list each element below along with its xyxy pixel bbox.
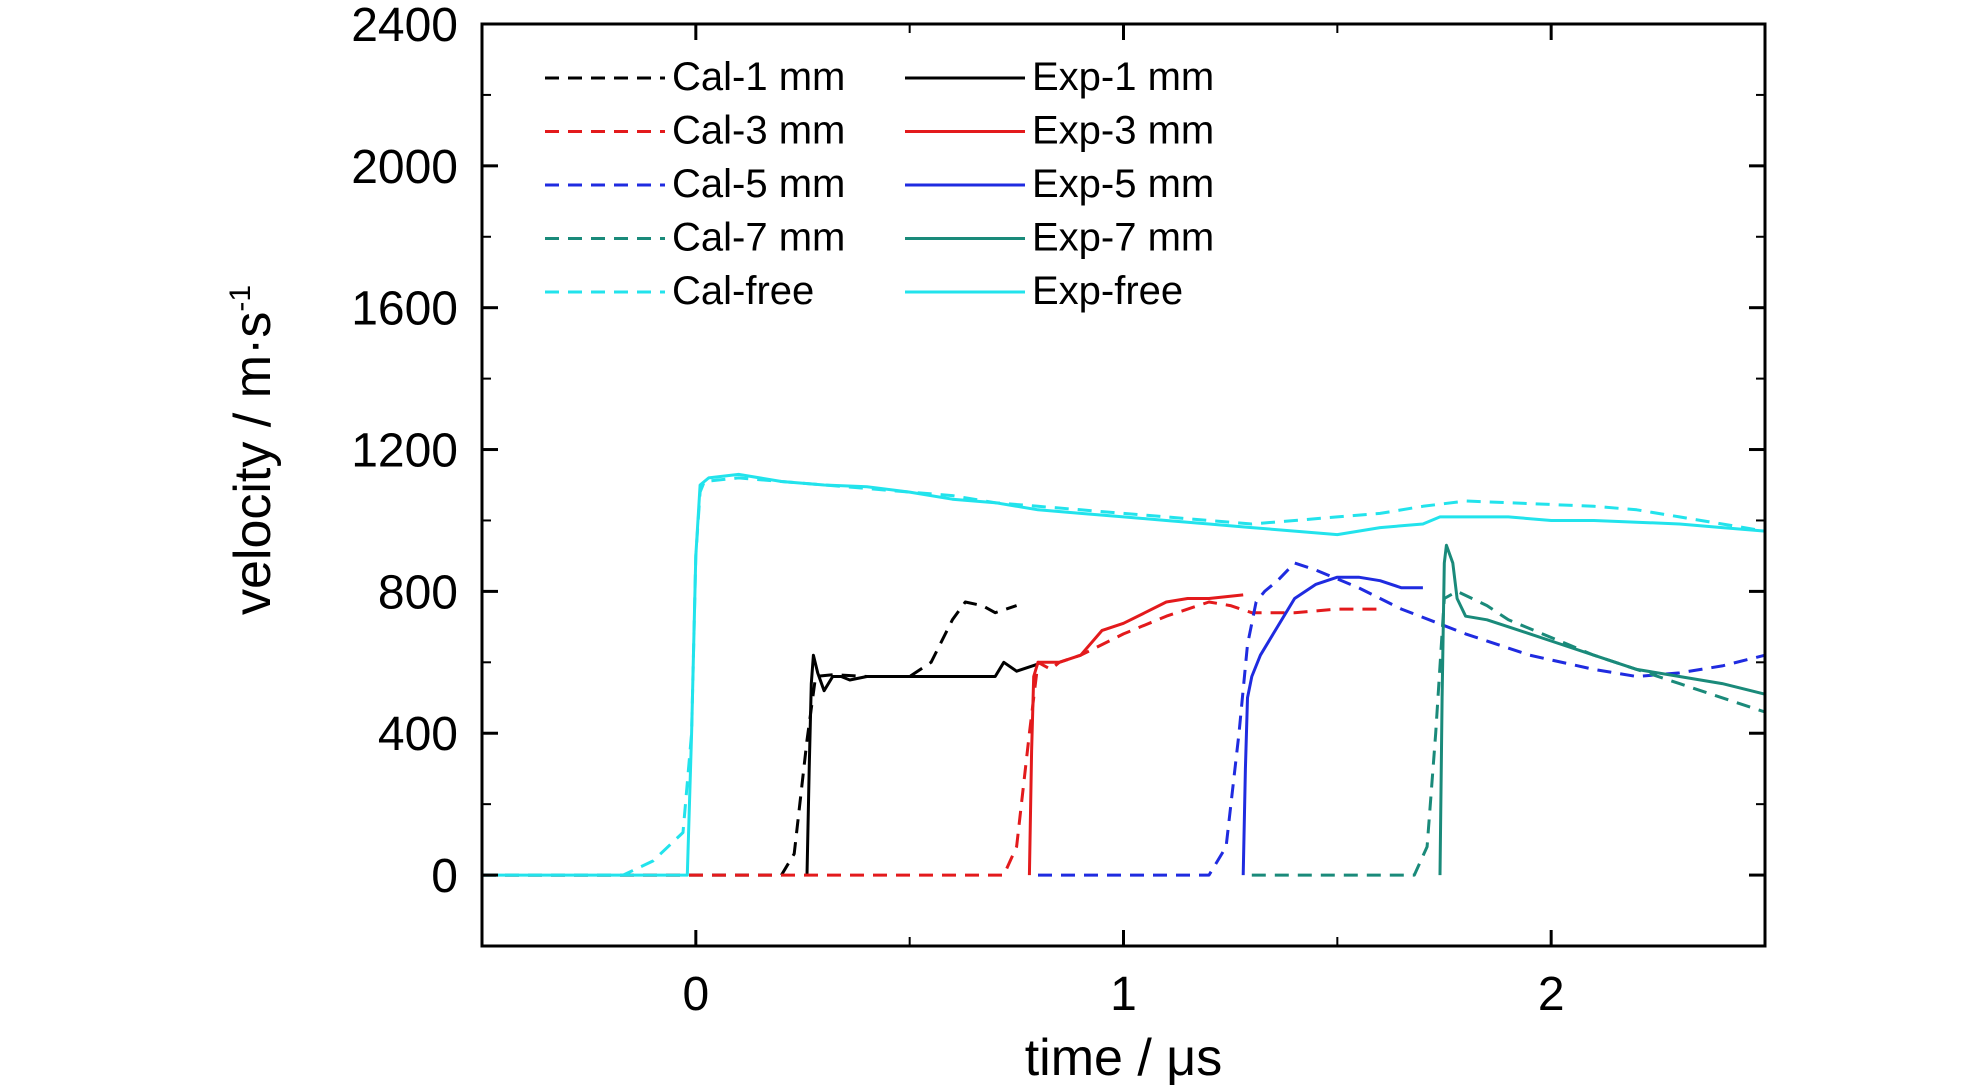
y-axis-title-main: velocity / m·s xyxy=(224,312,282,615)
series-line-exp-5-mm xyxy=(1241,575,1423,876)
y-tick-label: 400 xyxy=(378,708,458,761)
series-line-exp-7-mm xyxy=(1438,543,1766,876)
x-tick-label: 0 xyxy=(682,968,709,1021)
series-line-exp-free xyxy=(482,472,1766,877)
y-tick-label: 2000 xyxy=(351,141,458,194)
series-line-exp-3-mm xyxy=(1027,593,1244,876)
legend-label: Exp-free xyxy=(1032,269,1183,313)
legend-label: Exp-1 mm xyxy=(1032,55,1214,99)
legend: Cal-1 mm Cal-3 mm Cal-5 mm Cal-7 mm Cal-free… xyxy=(545,55,1214,313)
series-line-cal-1-mm xyxy=(482,600,1018,877)
series-line-cal-free xyxy=(482,476,1766,877)
series-line-cal-7-mm xyxy=(1251,589,1766,877)
legend-label: Cal-free xyxy=(672,269,814,313)
y-tick-label: 1200 xyxy=(351,425,458,478)
legend-label: Exp-5 mm xyxy=(1032,162,1214,206)
ticks-layer: 0 400 800 1200 1600 2000 2400 0 1 2 xyxy=(351,0,1766,1021)
series-line-exp-1-mm xyxy=(805,653,1039,876)
legend-label: Exp-7 mm xyxy=(1032,216,1214,260)
x-axis-title: time / μs xyxy=(1025,1029,1223,1087)
series-layer xyxy=(482,472,1766,877)
legend-label: Cal-5 mm xyxy=(672,162,845,206)
legend-label: Cal-3 mm xyxy=(672,109,845,153)
x-tick-label: 1 xyxy=(1110,968,1137,1021)
legend-label: Cal-1 mm xyxy=(672,55,845,99)
y-axis-title-superscript: -1 xyxy=(224,285,257,312)
series-line-cal-5-mm xyxy=(1038,561,1766,877)
y-tick-label: 2400 xyxy=(351,0,458,52)
legend-label: Exp-3 mm xyxy=(1032,109,1214,153)
y-tick-label: 1600 xyxy=(351,283,458,336)
y-axis-title: velocity / m·s-1 xyxy=(224,285,282,615)
y-tick-label: 0 xyxy=(431,850,458,903)
y-tick-label: 800 xyxy=(378,566,458,619)
legend-label: Cal-7 mm xyxy=(672,216,845,260)
x-tick-label: 2 xyxy=(1538,968,1565,1021)
series-line-cal-3-mm xyxy=(482,600,1381,877)
